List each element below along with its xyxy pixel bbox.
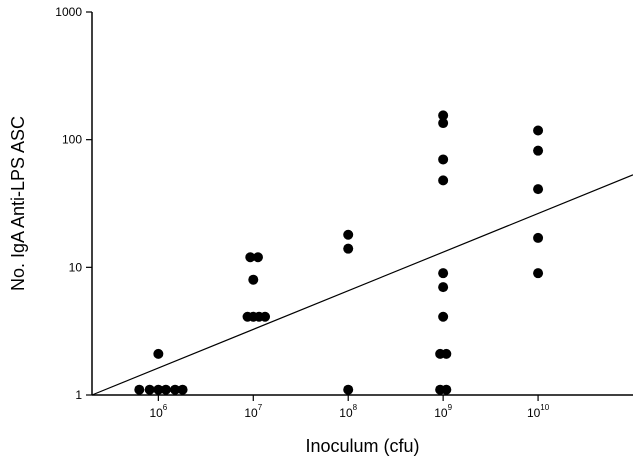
data-point: [441, 384, 452, 395]
regression-line: [91, 174, 633, 396]
data-point: [144, 384, 155, 395]
data-point: [438, 175, 449, 186]
axes: [91, 12, 633, 396]
data-point: [533, 268, 544, 279]
y-tick-label: 1: [75, 388, 82, 402]
data-point: [533, 184, 544, 195]
data-point: [343, 229, 354, 240]
y-tick-label: 100: [62, 133, 82, 147]
data-point: [260, 311, 271, 322]
y-tick-label: 10: [69, 260, 83, 274]
y-ticks: 1 10 100 1000: [55, 5, 92, 402]
data-point: [438, 154, 449, 165]
data-point: [438, 282, 449, 293]
data-point: [533, 125, 544, 136]
x-tick-label: 108: [339, 403, 357, 420]
data-point: [245, 252, 256, 263]
data-point: [533, 145, 544, 156]
y-axis-title: No. IgA Anti-LPS ASC: [8, 116, 28, 291]
data-point: [153, 384, 164, 395]
x-tick-label: 1010: [527, 403, 550, 420]
data-point: [177, 384, 188, 395]
x-tick-label: 107: [244, 403, 262, 420]
y-tick-label: 1000: [55, 5, 82, 19]
data-point: [343, 384, 354, 395]
data-point: [438, 118, 449, 129]
data-point: [343, 243, 354, 254]
data-point: [248, 274, 259, 285]
data-point: [160, 384, 171, 395]
data-point: [252, 252, 263, 263]
data-point: [134, 384, 145, 395]
data-point: [153, 348, 164, 359]
data-points: [134, 110, 544, 395]
data-point: [533, 232, 544, 243]
x-axis-title: Inoculum (cfu): [305, 436, 419, 456]
data-point: [438, 311, 449, 322]
data-point: [438, 268, 449, 279]
data-point: [441, 348, 452, 359]
data-point: [438, 110, 449, 121]
data-point: [170, 384, 181, 395]
x-ticks: 106 107 108 109 1010: [149, 395, 550, 420]
x-tick-label: 106: [149, 403, 167, 420]
x-tick-label: 109: [434, 403, 452, 420]
